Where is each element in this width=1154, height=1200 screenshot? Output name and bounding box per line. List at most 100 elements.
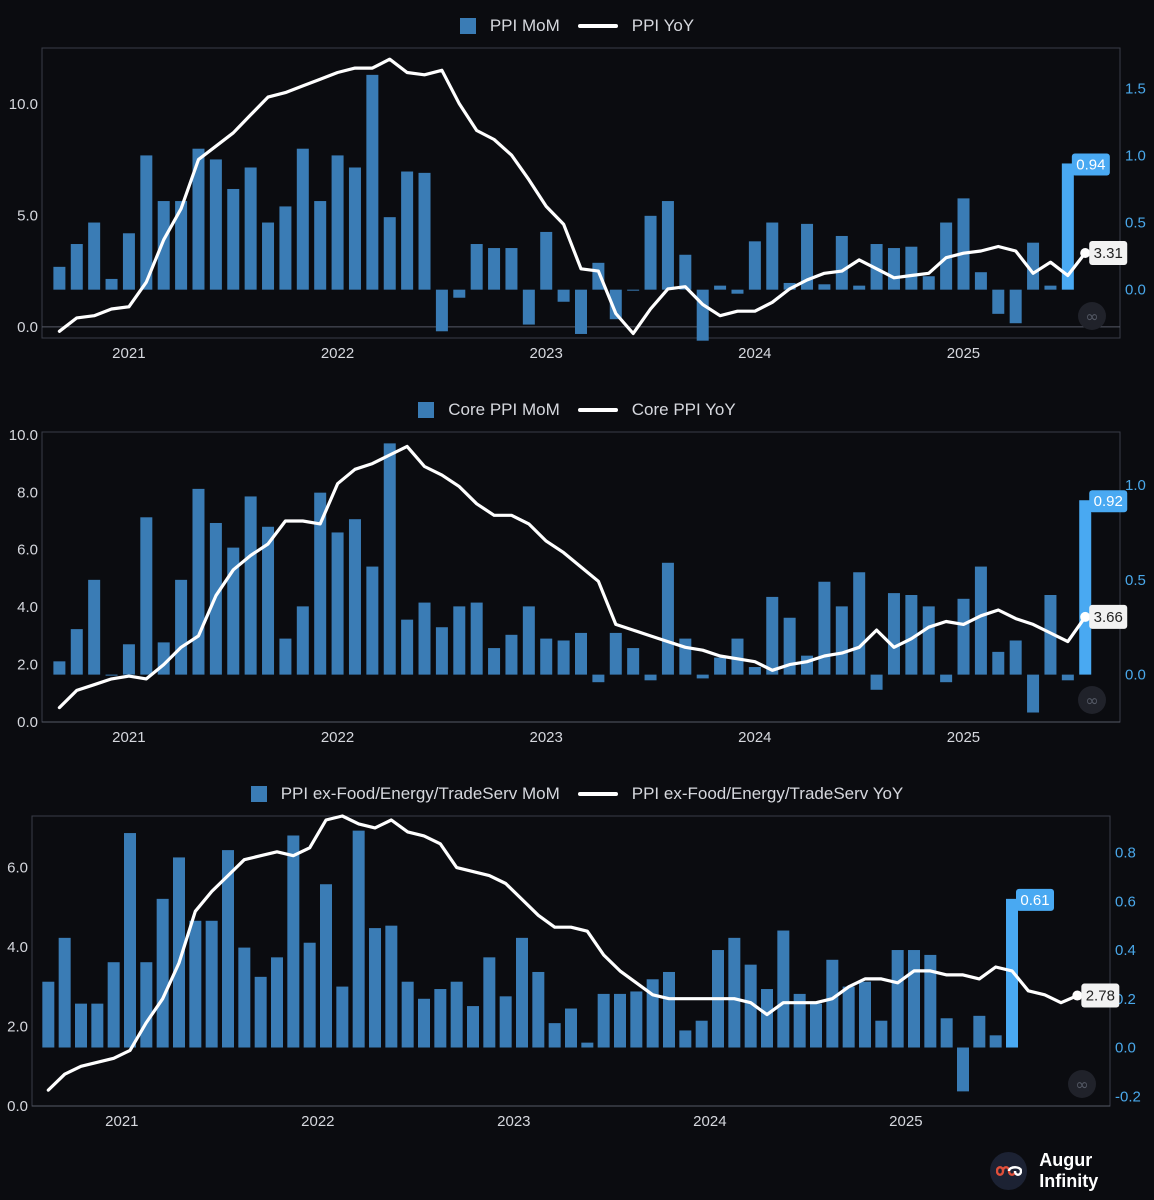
mom-bar <box>122 644 135 675</box>
mom-bar <box>157 201 170 290</box>
mom-bar <box>522 606 535 675</box>
mom-bar <box>905 595 918 675</box>
mom-bar <box>540 638 553 675</box>
legend-item-line[interactable]: PPI ex-Food/Energy/TradeServ YoY <box>577 784 903 804</box>
mom-bar <box>905 246 918 290</box>
last-yoy-label: 2.78 <box>1086 988 1115 1005</box>
mom-bar <box>499 996 512 1048</box>
mom-bar <box>516 937 528 1048</box>
legend-item-line[interactable]: Core PPI YoY <box>577 400 736 420</box>
infinity-watermark-icon: ∞ <box>1078 302 1106 330</box>
mom-bar <box>597 993 610 1048</box>
left-axis-tick-label: 0.0 <box>7 1098 28 1115</box>
last-yoy-dot <box>1080 248 1091 259</box>
mom-bar <box>70 244 83 290</box>
mom-bar <box>922 276 935 290</box>
mom-bar <box>532 971 545 1048</box>
mom-bar <box>435 289 448 332</box>
last-yoy-dot <box>1080 611 1091 622</box>
mom-bar <box>262 222 275 290</box>
right-axis-tick-label: 0.2 <box>1115 991 1136 1008</box>
mom-bar <box>793 993 806 1048</box>
left-axis-tick-label: 4.0 <box>7 939 28 956</box>
brand-name: Augur Infinity <box>1039 1150 1099 1191</box>
plot-frame <box>41 47 1121 339</box>
last-mom-label: 0.92 <box>1094 493 1123 510</box>
mom-bar <box>609 289 622 320</box>
legend-label-bar: Core PPI MoM <box>448 400 560 419</box>
left-axis-tick-label: 10.0 <box>9 427 38 444</box>
mom-bar <box>557 640 570 675</box>
x-axis-tick-label: 2021 <box>112 729 145 746</box>
mom-bar <box>418 998 430 1048</box>
mom-bar <box>1009 289 1022 324</box>
legend-item-bar[interactable]: Core PPI MoM <box>418 400 560 420</box>
mom-bar <box>870 244 883 290</box>
legend-item-line[interactable]: PPI YoY <box>577 16 694 36</box>
last-yoy-badge <box>1089 241 1128 266</box>
mom-bar <box>761 989 773 1048</box>
right-axis-tick-label: 1.0 <box>1125 477 1146 494</box>
legend-item-bar[interactable]: PPI MoM <box>459 16 560 36</box>
mom-bar <box>140 155 153 290</box>
mom-bar <box>385 925 398 1048</box>
mom-bar <box>336 986 349 1048</box>
mom-bar <box>731 638 744 675</box>
mom-bar <box>940 674 953 683</box>
left-axis-tick-label: 0.0 <box>17 319 38 336</box>
mom-bar <box>992 651 1005 675</box>
mom-bar <box>320 884 332 1048</box>
yoy-line <box>57 57 1087 336</box>
right-axis-tick-label: -0.2 <box>1115 1088 1141 1105</box>
left-axis-tick-label: 6.0 <box>17 542 38 559</box>
mom-bar <box>467 1006 479 1048</box>
mom-bar <box>908 950 920 1048</box>
legend-swatch-bar <box>418 402 435 418</box>
mom-bar <box>818 284 831 290</box>
brand-footer: Augur Infinity <box>990 1150 1154 1192</box>
legend-label-line: Core PPI YoY <box>631 400 736 419</box>
mom-bar <box>453 606 466 675</box>
mom-bar <box>714 285 727 290</box>
chart-2-legend: Core PPI MoM Core PPI YoY <box>0 398 1154 422</box>
mom-bar <box>348 167 361 290</box>
mom-bar <box>818 581 831 675</box>
mom-bar <box>540 231 553 290</box>
mom-bar <box>124 833 136 1048</box>
mom-bar <box>122 233 135 290</box>
mom-bar <box>450 981 463 1048</box>
mom-bar <box>483 957 496 1048</box>
chart-1-plot: 0.0 5.0 10.0 0.0 0.5 1.0 1.5 2021 2022 2023 2024 20… <box>9 47 1146 362</box>
mom-bar <box>714 657 727 675</box>
mom-bar <box>581 1042 594 1048</box>
mom-bar <box>383 443 396 675</box>
mom-bar <box>287 835 300 1048</box>
mom-bar <box>644 674 657 681</box>
mom-bar <box>1061 163 1074 290</box>
mom-bar <box>609 632 622 675</box>
yoy-line <box>57 444 1087 710</box>
mom-bar <box>401 619 414 675</box>
x-axis-tick-label: 2024 <box>738 345 771 362</box>
mom-bar <box>887 248 900 290</box>
left-axis-tick-label: 6.0 <box>7 860 28 877</box>
mom-bar <box>826 959 839 1048</box>
mom-bar <box>957 198 970 290</box>
mom-bar <box>887 593 900 675</box>
mom-bar <box>1061 674 1074 681</box>
chart-3-plot: 0.0 2.0 4.0 6.0 -0.2 0.0 0.2 0.4 0.6 0.8 2021 2022 2… <box>7 814 1141 1130</box>
mom-bar <box>91 1003 104 1048</box>
mom-bar <box>271 957 283 1048</box>
mom-bar <box>663 971 675 1048</box>
mom-bar <box>627 648 640 675</box>
right-axis-tick-label: 1.5 <box>1125 80 1146 97</box>
left-axis-tick-label: 8.0 <box>17 484 38 501</box>
mom-bar <box>314 201 327 290</box>
legend-swatch-bar <box>250 786 267 802</box>
right-axis-tick-label: 0.8 <box>1115 845 1136 862</box>
mom-bar <box>748 667 761 675</box>
x-axis-tick-label: 2022 <box>321 729 354 746</box>
legend-item-bar[interactable]: PPI ex-Food/Energy/TradeServ MoM <box>250 784 560 804</box>
infinity-icon <box>990 1152 1028 1190</box>
mom-bar <box>314 492 327 675</box>
